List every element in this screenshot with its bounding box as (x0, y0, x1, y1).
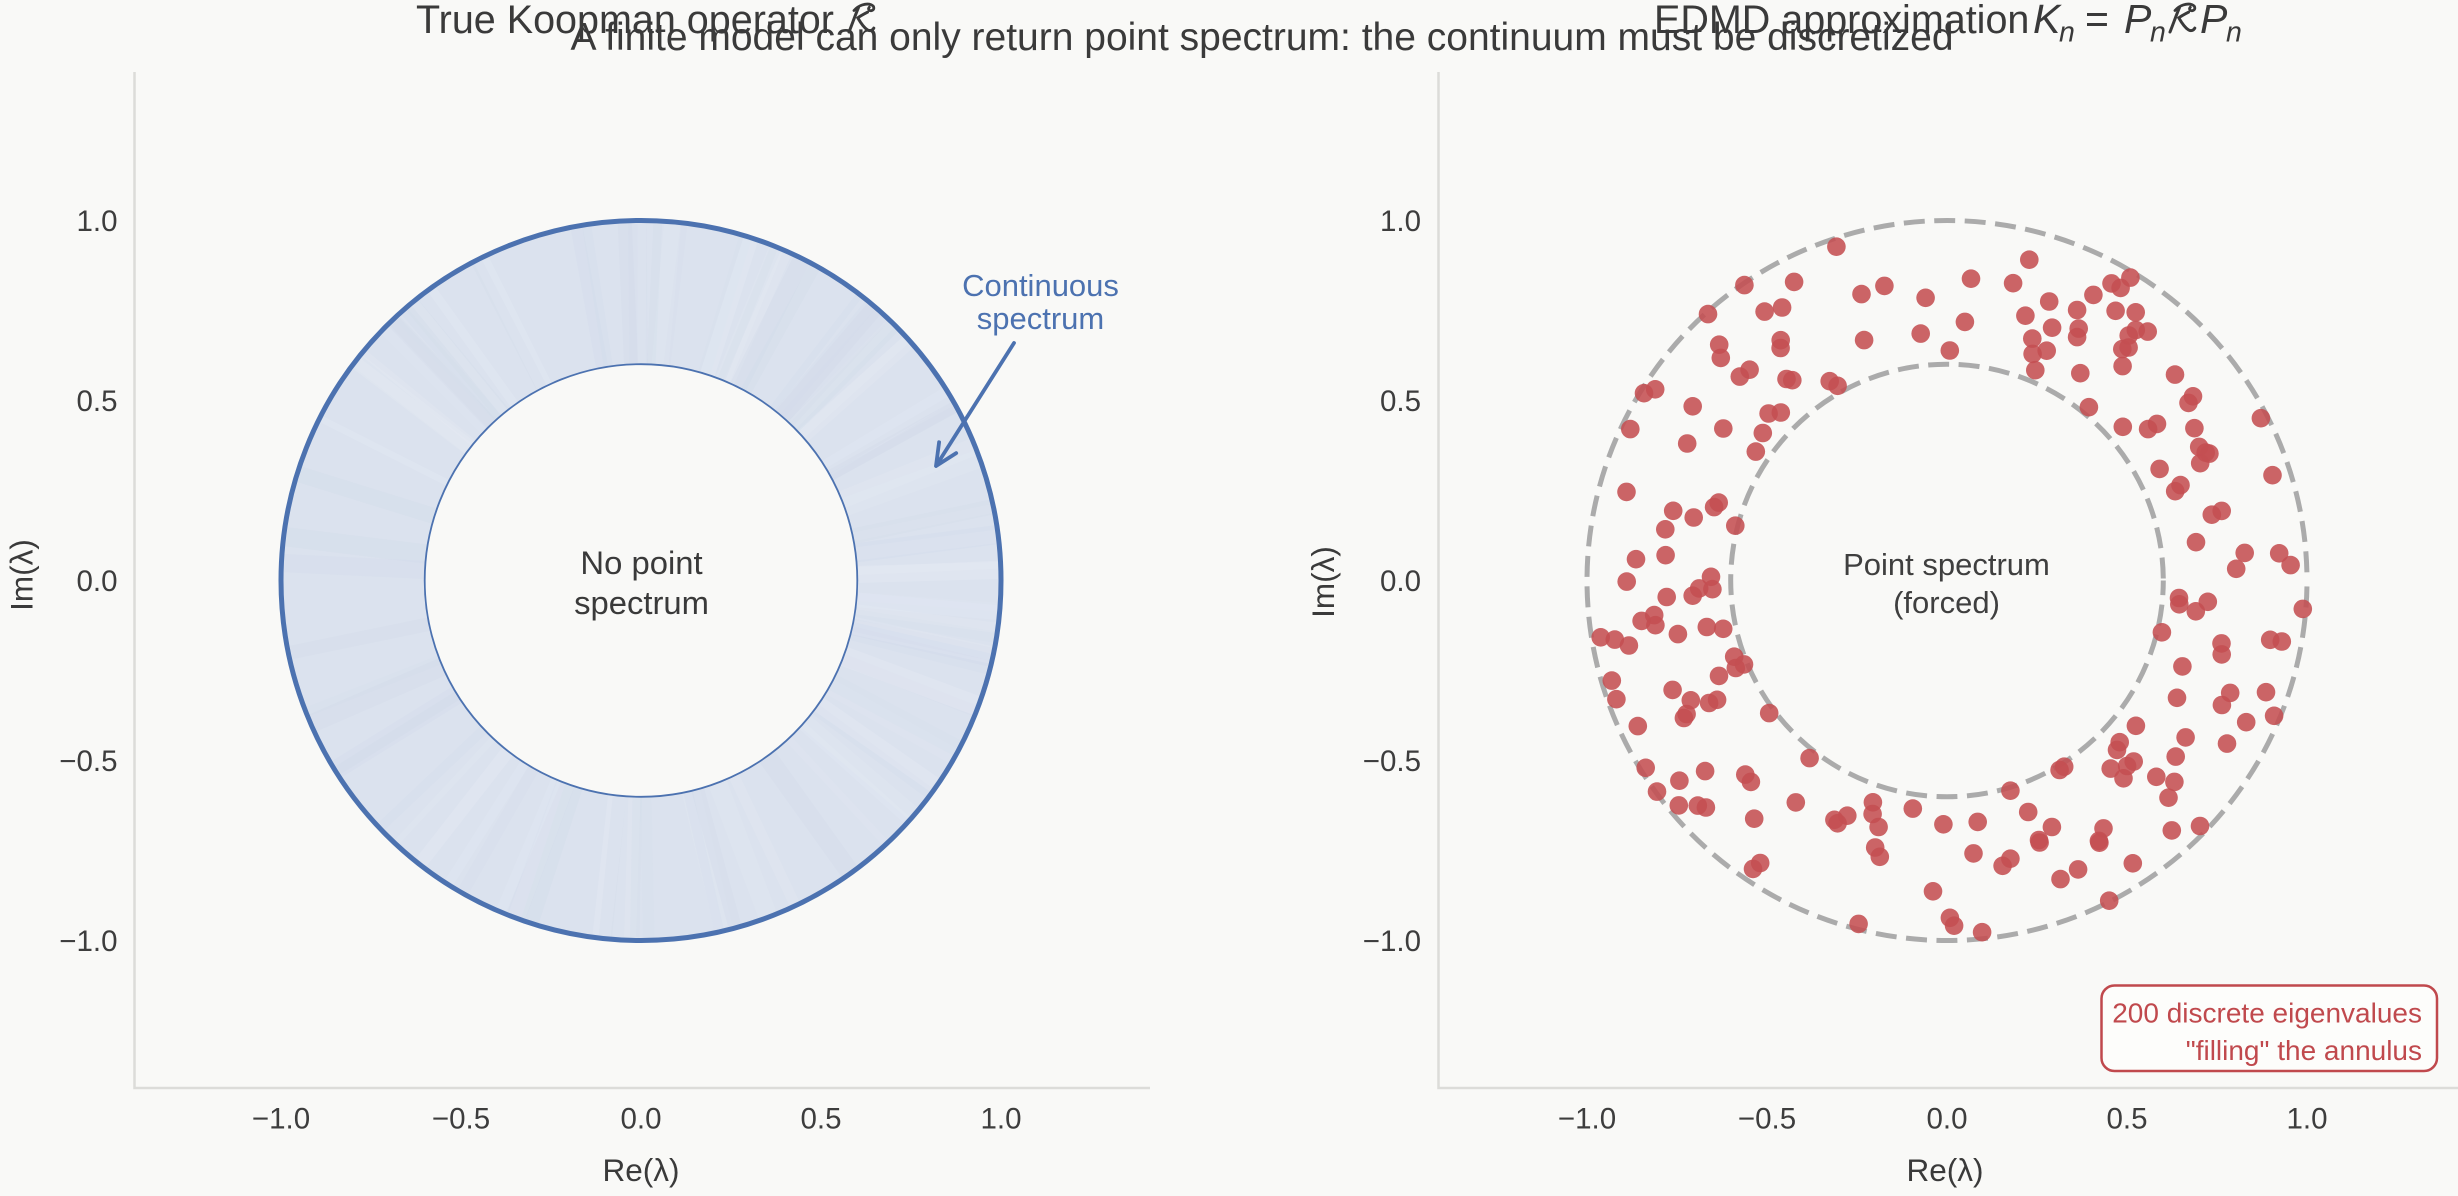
svg-text:0.0: 0.0 (620, 1102, 661, 1135)
svg-text:0.0: 0.0 (1380, 565, 1421, 598)
svg-text:0.5: 0.5 (1380, 385, 1421, 418)
svg-text:K: K (2033, 0, 2062, 42)
svg-text:0.5: 0.5 (76, 385, 117, 418)
svg-text:True Koopman operator: True Koopman operator (416, 0, 834, 42)
svg-text:1.0: 1.0 (2286, 1102, 2327, 1135)
svg-text:P: P (2124, 0, 2152, 42)
svg-text:spectrum: spectrum (977, 301, 1104, 336)
svg-text:−0.5: −0.5 (59, 745, 117, 778)
svg-text:−0.5: −0.5 (1738, 1102, 1796, 1135)
svg-text:spectrum: spectrum (574, 584, 709, 621)
svg-text:EDMD approximation: EDMD approximation (1654, 0, 2029, 42)
svg-text:0.0: 0.0 (76, 565, 117, 598)
svg-text:(forced): (forced) (1893, 585, 2000, 620)
svg-text:n: n (2150, 17, 2166, 49)
svg-text:"filling" the annulus: "filling" the annulus (2186, 1035, 2422, 1066)
svg-text:1.0: 1.0 (1380, 205, 1421, 238)
svg-text:Im(λ): Im(λ) (1305, 546, 1341, 618)
svg-text:=: = (2085, 0, 2109, 42)
svg-text:−1.0: −1.0 (1558, 1102, 1616, 1135)
svg-text:n: n (2226, 17, 2242, 49)
svg-text:−1.0: −1.0 (252, 1102, 310, 1135)
svg-text:P: P (2200, 0, 2228, 42)
svg-text:−1.0: −1.0 (59, 925, 117, 958)
svg-text:1.0: 1.0 (76, 205, 117, 238)
svg-text:0.0: 0.0 (1926, 1102, 1967, 1135)
svg-text:Point spectrum: Point spectrum (1843, 547, 2050, 582)
svg-text:n: n (2059, 17, 2075, 49)
svg-text:1.0: 1.0 (980, 1102, 1021, 1135)
svg-text:No point: No point (580, 544, 702, 581)
svg-text:0.5: 0.5 (800, 1102, 841, 1135)
svg-text:Re(λ): Re(λ) (1907, 1152, 1984, 1188)
svg-text:−0.5: −0.5 (432, 1102, 490, 1135)
svg-text:−1.0: −1.0 (1363, 925, 1421, 958)
svg-text:0.5: 0.5 (2106, 1102, 2147, 1135)
svg-text:Re(λ): Re(λ) (603, 1152, 680, 1188)
svg-text:Continuous: Continuous (962, 268, 1119, 303)
svg-text:−0.5: −0.5 (1363, 745, 1421, 778)
svg-text:200 discrete eigenvalues: 200 discrete eigenvalues (2112, 998, 2422, 1029)
svg-text:Im(λ): Im(λ) (4, 539, 40, 611)
